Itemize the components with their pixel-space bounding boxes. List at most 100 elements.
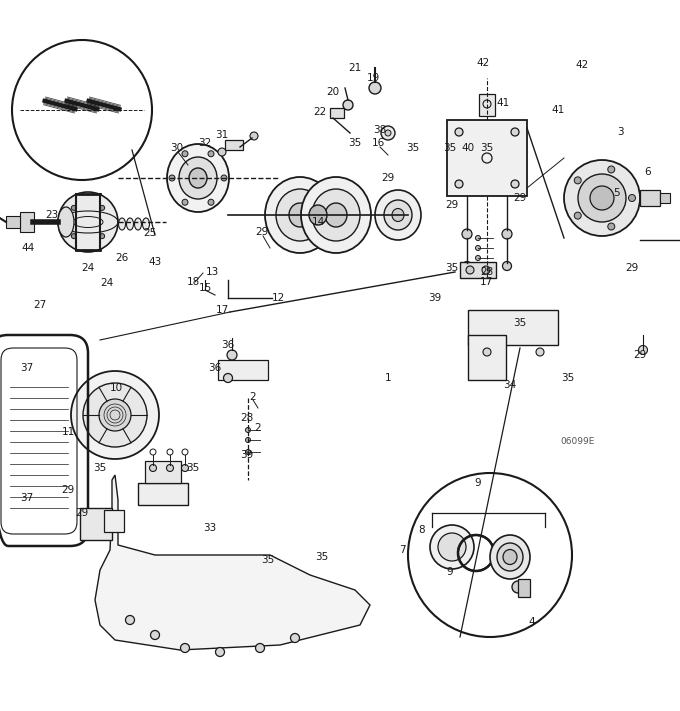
Text: 17: 17 — [479, 277, 492, 287]
Text: 22: 22 — [313, 107, 326, 117]
Circle shape — [511, 180, 519, 188]
Circle shape — [455, 180, 463, 188]
Circle shape — [462, 262, 471, 270]
Text: 38: 38 — [373, 125, 387, 135]
Circle shape — [455, 128, 463, 136]
Circle shape — [578, 174, 626, 222]
Text: 44: 44 — [21, 243, 35, 253]
Text: 23: 23 — [46, 210, 58, 220]
Circle shape — [180, 643, 190, 653]
Ellipse shape — [118, 218, 126, 230]
Circle shape — [100, 234, 105, 239]
Circle shape — [169, 175, 175, 181]
Text: 4: 4 — [528, 617, 535, 627]
Text: 16: 16 — [371, 138, 385, 148]
Circle shape — [343, 100, 353, 110]
Ellipse shape — [126, 218, 133, 230]
Text: 28: 28 — [240, 413, 254, 423]
Bar — [138, 483, 188, 505]
Bar — [468, 335, 506, 380]
Text: 35: 35 — [443, 143, 457, 153]
Circle shape — [482, 266, 490, 274]
Circle shape — [182, 199, 188, 205]
Bar — [218, 360, 268, 380]
Ellipse shape — [497, 543, 523, 571]
Text: 35: 35 — [261, 555, 275, 565]
Circle shape — [245, 449, 250, 454]
Text: 24: 24 — [82, 263, 95, 273]
Bar — [460, 262, 496, 278]
Text: 34: 34 — [503, 380, 517, 390]
Circle shape — [381, 126, 395, 140]
Bar — [468, 310, 558, 345]
Circle shape — [590, 186, 614, 210]
Text: 35: 35 — [562, 373, 575, 383]
Ellipse shape — [143, 218, 150, 230]
Text: 30: 30 — [171, 143, 184, 153]
Text: 37: 37 — [20, 363, 33, 373]
Circle shape — [475, 235, 481, 240]
Text: 29: 29 — [633, 350, 647, 360]
Circle shape — [182, 464, 188, 471]
Circle shape — [608, 166, 615, 173]
Text: 2: 2 — [250, 392, 256, 402]
Text: 26: 26 — [116, 253, 129, 263]
Text: 15: 15 — [199, 283, 211, 293]
Text: 40: 40 — [462, 143, 475, 153]
Text: 2: 2 — [255, 423, 261, 433]
Text: 29: 29 — [256, 227, 269, 237]
Circle shape — [150, 464, 156, 471]
Text: 1: 1 — [385, 373, 391, 383]
Text: 19: 19 — [367, 73, 379, 83]
Text: 36: 36 — [222, 340, 235, 350]
Circle shape — [182, 151, 188, 156]
Text: 5: 5 — [613, 188, 620, 198]
Circle shape — [208, 199, 214, 205]
Circle shape — [502, 229, 512, 239]
Circle shape — [438, 533, 466, 561]
Circle shape — [126, 616, 135, 624]
Bar — [104, 510, 124, 532]
Text: 29: 29 — [75, 508, 88, 518]
Circle shape — [385, 130, 391, 136]
Circle shape — [150, 631, 160, 639]
Circle shape — [503, 262, 511, 270]
Ellipse shape — [276, 189, 324, 241]
Bar — [447, 120, 527, 196]
Circle shape — [227, 350, 237, 360]
Circle shape — [245, 437, 250, 442]
Text: 35: 35 — [348, 138, 362, 148]
Circle shape — [628, 195, 636, 201]
Circle shape — [216, 648, 224, 656]
Text: 29: 29 — [381, 173, 394, 183]
Ellipse shape — [189, 168, 207, 188]
Circle shape — [290, 634, 299, 643]
Circle shape — [639, 346, 647, 355]
Bar — [660, 193, 670, 203]
Text: 35: 35 — [513, 318, 526, 328]
Text: 41: 41 — [551, 105, 564, 115]
Text: 14: 14 — [311, 217, 324, 227]
Bar — [6, 216, 20, 228]
Circle shape — [71, 371, 159, 459]
Bar — [20, 212, 34, 232]
Circle shape — [256, 643, 265, 653]
Text: 20: 20 — [326, 87, 339, 97]
Circle shape — [574, 212, 581, 219]
Circle shape — [466, 266, 474, 274]
Text: 35: 35 — [407, 143, 420, 153]
Bar — [80, 508, 112, 540]
Bar — [479, 94, 495, 116]
Text: 27: 27 — [33, 300, 47, 310]
Ellipse shape — [301, 177, 371, 253]
Text: 41: 41 — [496, 98, 509, 108]
Ellipse shape — [265, 177, 335, 253]
Text: 9: 9 — [447, 567, 454, 577]
Circle shape — [71, 205, 76, 210]
Circle shape — [221, 175, 227, 181]
Text: 11: 11 — [61, 427, 75, 437]
Ellipse shape — [490, 535, 530, 579]
Text: 29: 29 — [445, 200, 458, 210]
Circle shape — [58, 192, 118, 252]
Text: 18: 18 — [186, 277, 200, 287]
